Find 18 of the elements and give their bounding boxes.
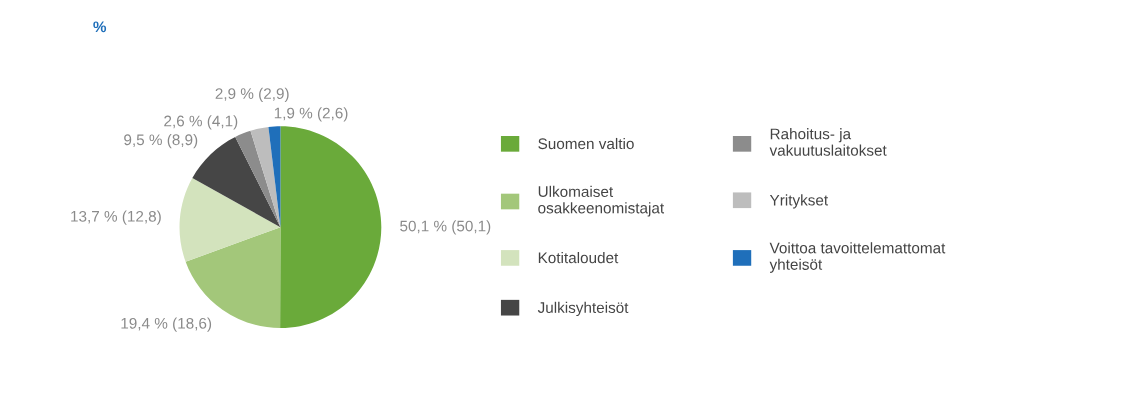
legend-label: Rahoitus- ja vakuutuslaitokset [769, 128, 887, 156]
data-label: 13,7 % (12,8) [71, 210, 161, 225]
data-label: 2,9 % (2,9) [215, 87, 289, 103]
legend-label: Voittoa tavoittelemattomat yhteisöt [769, 242, 946, 273]
legend-label: Yritykset [769, 194, 829, 209]
data-label: 50,1 % (50,1) [400, 220, 491, 235]
legend-label: Suomen valtio [538, 137, 634, 150]
data-label: 19,4 % (18,6) [121, 317, 212, 332]
pie-slice [179, 177, 281, 262]
pie-slice [280, 126, 382, 329]
legend-label: Kotitaloudet [538, 252, 619, 264]
chart-title: % [93, 21, 107, 33]
data-label: 1,9 % (2,6) [274, 107, 348, 122]
legend-label: Ulkomaiset osakkeenomistajat [538, 185, 665, 217]
data-label: 9,5 % (8,9) [124, 133, 198, 149]
data-label: 2,6 % (4,1) [164, 115, 238, 130]
pie-slice [235, 130, 281, 228]
legend-label: Julkisyhteisöt [537, 301, 629, 317]
